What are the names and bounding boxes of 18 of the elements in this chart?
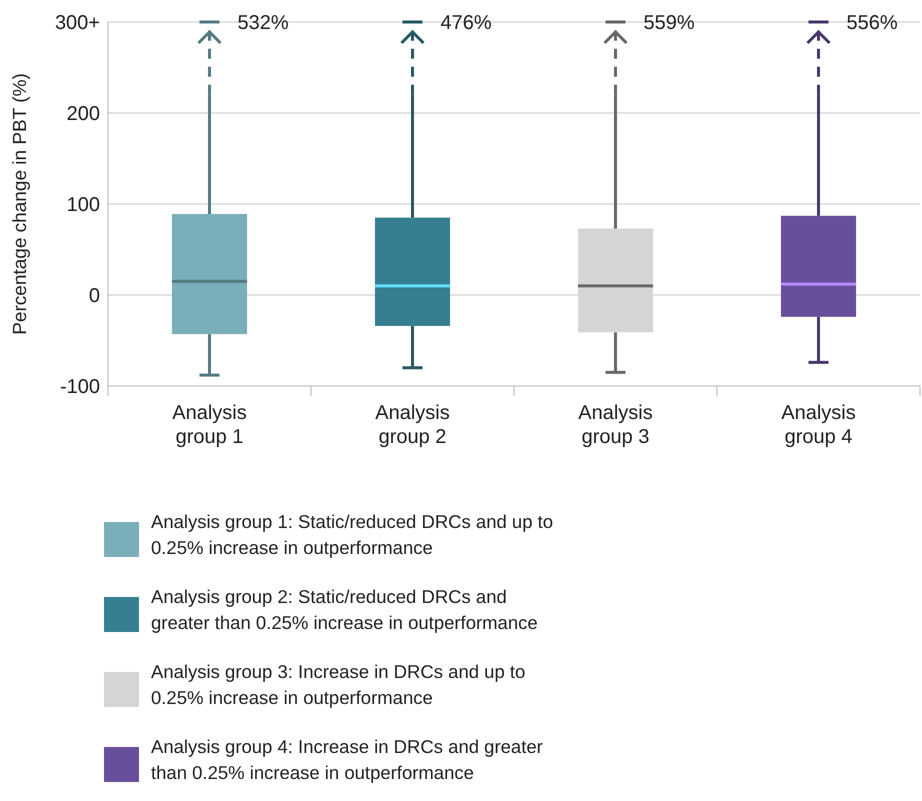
y-tick-label: -100 [60, 376, 100, 398]
x-tick-label: Analysis group 2 [375, 402, 450, 448]
legend-label: Analysis group 1: Static/reduced DRCs and up to 0.25% increase in outperformance [151, 511, 554, 558]
x-tick-label: Analysis group 4 [781, 402, 856, 448]
x-tick-label: Analysis group 1 [172, 402, 247, 448]
y-tick-label: 300+ [54, 12, 100, 34]
annotation: 532% [238, 12, 289, 34]
y-tick-label: 100 [66, 194, 100, 216]
legend-label: Analysis group 2: Static/reduced DRCs and greater than 0.25% increase in outperformance [151, 586, 538, 633]
annotation: 556% [846, 12, 898, 34]
legend-label: Analysis group 4: Increase in DRCs and greater than 0.25% increase in outperformance [151, 736, 543, 783]
legend-label: Analysis group 3: Increase in DRCs and up to 0.25% increase in outperformance [151, 661, 526, 708]
y-tick-label: 0 [88, 285, 100, 307]
y-axis-title: Percentage change in PBT (%) [10, 73, 31, 335]
annotation: 559% [644, 12, 695, 34]
x-tick-label: Analysis group 3 [578, 402, 653, 448]
annotation: 476% [440, 12, 492, 34]
y-tick-label: 200 [66, 103, 100, 125]
